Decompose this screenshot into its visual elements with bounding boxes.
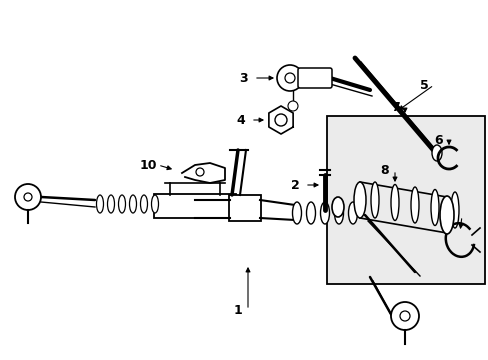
Text: 6: 6 — [434, 134, 443, 147]
Ellipse shape — [292, 202, 301, 224]
Ellipse shape — [390, 184, 398, 220]
Ellipse shape — [353, 182, 365, 218]
Ellipse shape — [320, 202, 329, 224]
Text: 2: 2 — [290, 179, 299, 192]
Ellipse shape — [140, 195, 147, 213]
Polygon shape — [268, 106, 292, 134]
Ellipse shape — [439, 196, 453, 234]
Ellipse shape — [107, 195, 114, 213]
Text: 3: 3 — [239, 72, 248, 85]
Circle shape — [274, 114, 286, 126]
Text: 4: 4 — [236, 113, 245, 126]
Circle shape — [285, 73, 294, 83]
FancyBboxPatch shape — [297, 68, 331, 88]
Ellipse shape — [410, 187, 418, 223]
Ellipse shape — [334, 202, 343, 224]
Ellipse shape — [129, 195, 136, 213]
Ellipse shape — [430, 189, 438, 225]
Ellipse shape — [306, 202, 315, 224]
Circle shape — [15, 184, 41, 210]
Bar — [326, 116, 484, 284]
Circle shape — [24, 193, 32, 201]
Text: 5: 5 — [419, 78, 427, 91]
Ellipse shape — [348, 202, 357, 224]
Ellipse shape — [151, 195, 158, 213]
FancyBboxPatch shape — [154, 194, 236, 218]
Text: 7: 7 — [390, 100, 399, 113]
Text: 1: 1 — [233, 303, 242, 316]
Circle shape — [196, 168, 203, 176]
Ellipse shape — [331, 197, 343, 217]
Circle shape — [276, 65, 303, 91]
Ellipse shape — [118, 195, 125, 213]
Ellipse shape — [370, 182, 378, 218]
FancyBboxPatch shape — [228, 195, 261, 221]
Text: 9: 9 — [447, 210, 455, 222]
Text: 10: 10 — [139, 158, 157, 171]
Ellipse shape — [450, 192, 458, 228]
Circle shape — [390, 302, 418, 330]
Ellipse shape — [96, 195, 103, 213]
Circle shape — [399, 311, 409, 321]
Ellipse shape — [431, 145, 441, 161]
Circle shape — [287, 101, 297, 111]
Text: 8: 8 — [380, 163, 388, 176]
